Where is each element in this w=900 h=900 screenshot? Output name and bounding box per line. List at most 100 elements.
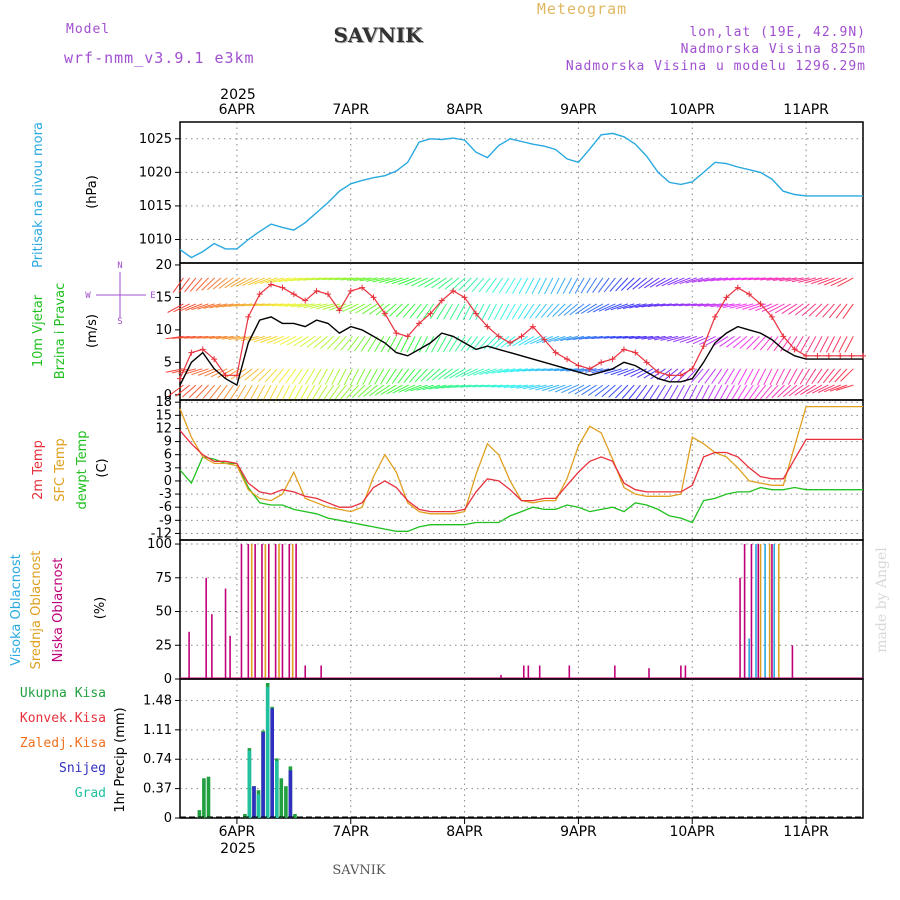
wind-arrow — [374, 336, 385, 353]
wind-arrow — [475, 303, 485, 321]
wind-arrow — [835, 303, 848, 319]
wind-arrow — [264, 368, 278, 383]
wind-arrow — [236, 384, 247, 401]
wind-arrow — [603, 335, 622, 339]
wind-arrow — [760, 384, 773, 400]
wind-arrow — [644, 277, 660, 289]
wind-panel: 0 5 10 15 20 — [155, 258, 866, 403]
wind-arrow — [479, 368, 497, 375]
bottom-x-tick-label: 6APR — [219, 824, 256, 840]
wind-arrow — [800, 384, 817, 396]
gust-marker — [336, 307, 343, 314]
wind-arrow — [459, 384, 478, 388]
wind-arrow — [592, 303, 610, 313]
wind-arrow — [195, 277, 209, 292]
wind-arrow — [363, 384, 378, 397]
gust-marker — [427, 310, 434, 317]
wind-arrow — [524, 335, 541, 346]
wind-arrow — [585, 335, 603, 340]
gust-marker — [620, 346, 627, 353]
wind-arrow — [410, 384, 428, 392]
y-tick-label: 0 — [164, 388, 172, 403]
wind-arrow — [188, 384, 203, 398]
wind-arrow — [643, 368, 660, 379]
wind-arrow — [202, 384, 216, 399]
model-label: Model — [66, 22, 110, 37]
wind-arrow — [518, 335, 535, 346]
wind-arrow — [731, 368, 742, 385]
wind-arrow — [257, 368, 272, 382]
wind-arrow — [385, 368, 397, 385]
wind-arrow — [313, 336, 328, 349]
wind-arrow — [580, 277, 591, 294]
wind-arrow — [509, 384, 528, 389]
wind-arrow — [422, 384, 441, 391]
dewpt-series-line — [179, 456, 863, 532]
wind-arrow — [623, 368, 641, 377]
wind-arrow — [765, 384, 779, 399]
wind-arrow — [414, 368, 428, 383]
gust-marker — [666, 372, 673, 379]
wind-arrow — [171, 335, 190, 339]
wind-arrow — [368, 303, 385, 315]
wind-arrow — [747, 277, 766, 281]
wind-arrow — [832, 336, 842, 353]
gust-marker — [848, 352, 855, 359]
wind-arrow — [465, 277, 479, 292]
gust-marker — [734, 284, 741, 291]
wind-arrow — [484, 384, 503, 388]
wind-arrow — [622, 303, 641, 310]
gust-marker — [814, 352, 821, 359]
gust-marker — [541, 336, 548, 343]
wind-arrow — [268, 384, 278, 402]
wind-arrow — [203, 335, 222, 339]
wind-arrow — [291, 368, 303, 384]
wind-arrow — [378, 277, 397, 283]
model-elevation-label: Nadmorska Visina u modelu 1296.29m — [566, 59, 866, 74]
wind-arrow — [725, 384, 735, 401]
wind-arrow — [449, 303, 460, 320]
wind-arrow — [391, 277, 409, 285]
pressure-unit: (hPa) — [85, 175, 100, 209]
wind-arrow — [794, 303, 810, 316]
wind-arrow — [722, 303, 741, 309]
legend-convective-rain: Konvek.Kisa — [20, 711, 106, 726]
wind-arrow — [787, 368, 798, 385]
wind-arrow — [735, 303, 754, 310]
gust-marker — [655, 369, 662, 376]
wind-arrow — [316, 303, 334, 310]
gust-marker — [757, 300, 764, 307]
wind-arrow — [592, 277, 604, 293]
wind-arrow — [209, 303, 228, 309]
wind-arrow — [667, 277, 685, 286]
wind-arrow — [284, 277, 303, 282]
wind-arrow — [260, 335, 278, 343]
wind-arrow — [704, 368, 717, 384]
wind-arrow — [575, 303, 591, 315]
gust-marker — [746, 291, 753, 298]
gust-marker — [643, 359, 650, 366]
gust-marker — [552, 349, 559, 356]
wind-arrow — [165, 368, 184, 373]
wind-arrow — [224, 277, 241, 289]
wind-arrow — [321, 277, 340, 281]
wind-arrow — [323, 384, 335, 401]
wind-arrow — [229, 384, 241, 401]
wind-arrow — [753, 336, 767, 350]
wind-arrow — [757, 368, 767, 386]
total-rain-bar — [206, 776, 211, 818]
gust-marker — [381, 310, 388, 317]
wind-arrow — [691, 277, 710, 283]
wind-arrow — [469, 303, 479, 321]
wind-arrow — [528, 368, 547, 372]
wind-arrow — [586, 303, 604, 314]
wind-arrow — [608, 384, 623, 398]
wind-arrow — [635, 384, 648, 400]
wind-arrow — [673, 277, 691, 285]
wind-arrow — [493, 303, 504, 321]
wind-arrow — [357, 384, 372, 398]
wind-arrow — [185, 303, 203, 311]
wind-arrow — [215, 303, 234, 308]
wind-arrow — [494, 336, 510, 349]
wind-arrow — [844, 336, 854, 353]
